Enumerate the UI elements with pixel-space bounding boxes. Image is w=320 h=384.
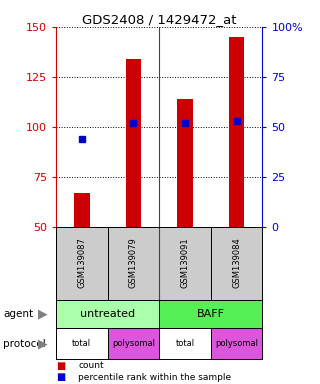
Text: BAFF: BAFF: [197, 309, 225, 319]
Text: total: total: [175, 339, 195, 348]
Bar: [108, 328, 159, 359]
Text: GSM139091: GSM139091: [180, 238, 189, 288]
Bar: [159, 300, 262, 328]
Text: untreated: untreated: [80, 309, 135, 319]
Text: GSM139084: GSM139084: [232, 238, 241, 288]
Text: ■: ■: [56, 372, 65, 382]
Bar: [177, 99, 193, 227]
Bar: [126, 59, 141, 227]
Title: GDS2408 / 1429472_at: GDS2408 / 1429472_at: [82, 13, 236, 26]
Text: ■: ■: [56, 361, 65, 371]
Text: count: count: [78, 361, 104, 370]
Text: percentile rank within the sample: percentile rank within the sample: [78, 372, 232, 382]
Bar: [56, 328, 108, 359]
Text: GSM139079: GSM139079: [129, 238, 138, 288]
Bar: [56, 300, 159, 328]
Text: polysomal: polysomal: [112, 339, 155, 348]
Text: GSM139087: GSM139087: [77, 238, 86, 288]
Text: protocol: protocol: [3, 339, 46, 349]
Text: total: total: [72, 339, 92, 348]
Text: ▶: ▶: [38, 337, 48, 350]
Bar: [159, 227, 211, 300]
Bar: [229, 37, 244, 227]
Bar: [211, 227, 262, 300]
Bar: [74, 193, 90, 227]
Text: agent: agent: [3, 309, 33, 319]
Text: polysomal: polysomal: [215, 339, 258, 348]
Bar: [108, 227, 159, 300]
Bar: [159, 328, 211, 359]
Bar: [56, 227, 108, 300]
Bar: [211, 328, 262, 359]
Text: ▶: ▶: [38, 308, 48, 320]
